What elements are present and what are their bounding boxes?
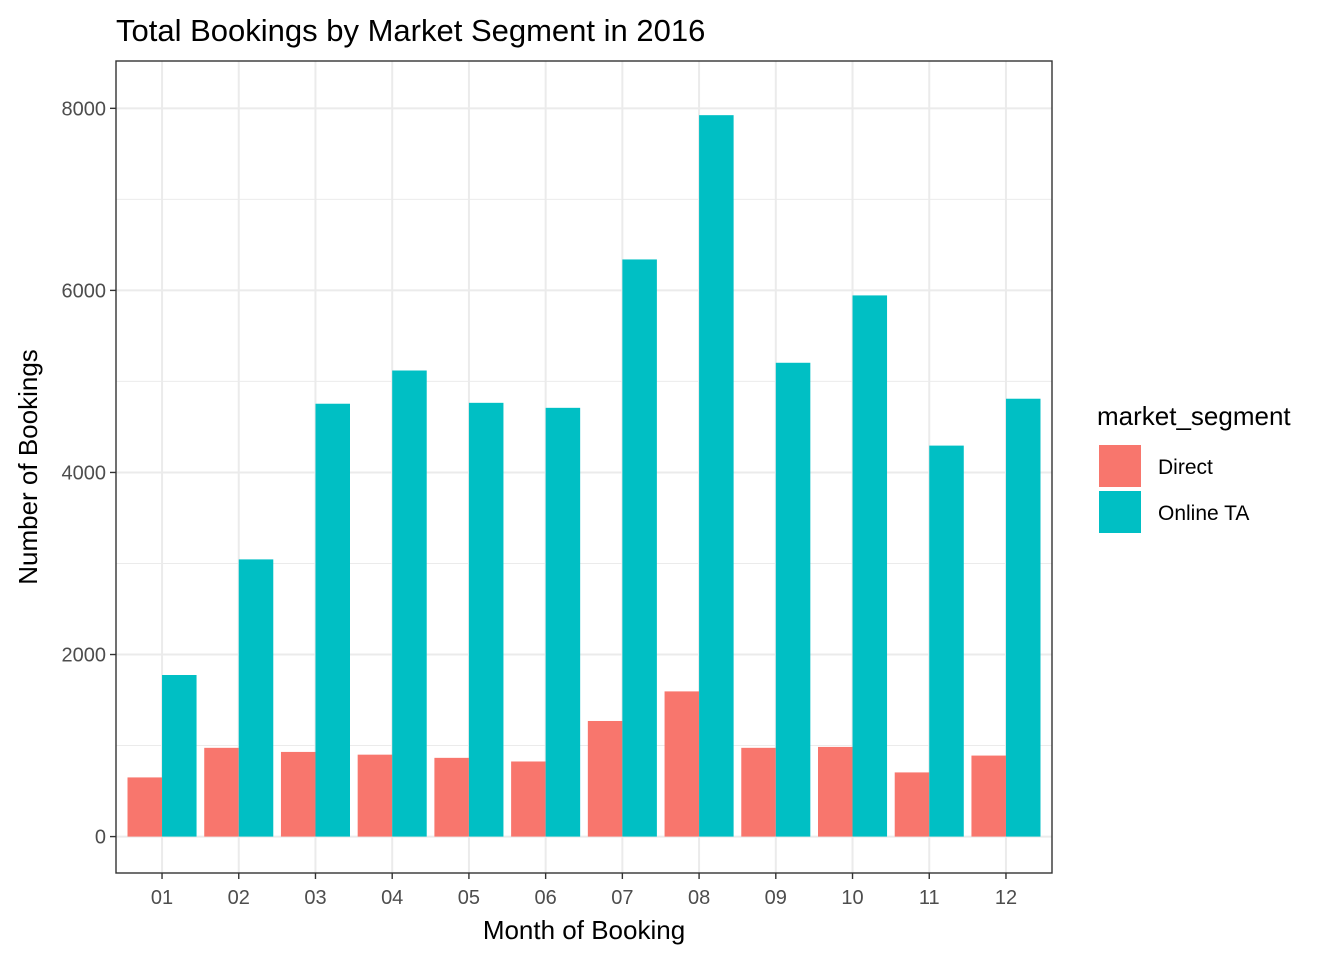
x-tick-label: 03 xyxy=(304,887,326,909)
bar-direct-07 xyxy=(587,720,623,837)
x-axis: 01 02 03 04 05 06 07 08 09 10 11 12 xyxy=(151,873,1017,909)
x-tick-label: 04 xyxy=(381,887,403,909)
y-tick-label: 2000 xyxy=(62,645,107,667)
bar-online-ta-01 xyxy=(162,675,197,837)
bar-online-ta-05 xyxy=(468,402,504,837)
bar-direct-02 xyxy=(204,747,239,837)
bar-online-ta-02 xyxy=(238,559,274,837)
legend-key-online-ta xyxy=(1099,491,1141,533)
bar-online-ta-08 xyxy=(699,115,734,837)
bar-direct-11 xyxy=(894,772,930,837)
bar-online-ta-11 xyxy=(929,445,964,837)
chart-title: Total Bookings by Market Segment in 2016 xyxy=(116,13,705,48)
bar-direct-09 xyxy=(741,747,776,837)
legend: market_segment Direct Online TA xyxy=(1097,401,1291,533)
bar-direct-01 xyxy=(127,777,163,837)
x-tick-label: 08 xyxy=(688,887,710,909)
bar-online-ta-03 xyxy=(315,403,350,837)
x-tick-label: 11 xyxy=(919,887,940,909)
x-tick-label: 06 xyxy=(535,887,557,909)
y-tick-label: 6000 xyxy=(62,280,107,302)
plot-border xyxy=(115,60,1053,874)
bar-online-ta-06 xyxy=(545,407,581,837)
x-tick-label: 05 xyxy=(458,887,480,909)
legend-title: market_segment xyxy=(1097,401,1291,431)
bar-online-ta-09 xyxy=(775,362,811,837)
legend-key-direct xyxy=(1099,445,1141,487)
bars xyxy=(127,115,1041,837)
bar-direct-06 xyxy=(511,761,546,837)
y-tick-label: 0 xyxy=(95,827,106,849)
bar-direct-03 xyxy=(280,751,316,837)
bar-direct-08 xyxy=(664,691,700,837)
bar-online-ta-07 xyxy=(622,259,657,837)
bar-online-ta-12 xyxy=(1005,398,1041,837)
x-tick-label: 01 xyxy=(151,887,173,909)
legend-label: Direct xyxy=(1158,456,1213,479)
y-axis-title: Number of Bookings xyxy=(13,349,43,585)
x-tick-label: 07 xyxy=(611,887,633,909)
bar-direct-04 xyxy=(357,754,393,837)
bar-online-ta-04 xyxy=(392,370,427,837)
x-axis-title: Month of Booking xyxy=(483,915,685,945)
x-tick-label: 09 xyxy=(765,887,787,909)
bar-direct-10 xyxy=(818,746,853,837)
y-tick-label: 8000 xyxy=(62,98,107,120)
x-tick-label: 10 xyxy=(841,887,863,909)
bar-direct-05 xyxy=(434,757,469,837)
y-axis: 0 2000 4000 6000 8000 xyxy=(62,98,116,849)
x-tick-label: 12 xyxy=(995,887,1017,909)
bar-direct-12 xyxy=(971,755,1006,837)
x-tick-label: 02 xyxy=(228,887,250,909)
bar-online-ta-10 xyxy=(852,295,888,837)
y-tick-label: 4000 xyxy=(62,462,107,484)
legend-label: Online TA xyxy=(1158,502,1249,525)
